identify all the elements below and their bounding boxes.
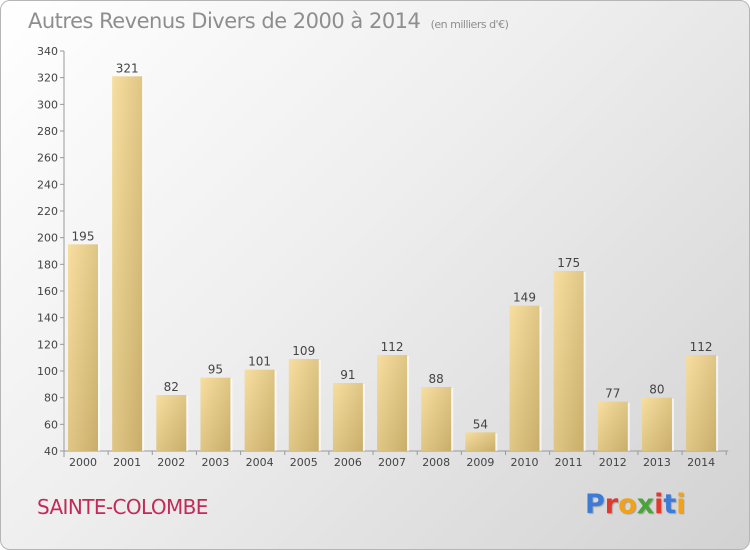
y-tick-label: 180 [37,258,58,271]
x-tick-label: 2011 [555,456,583,469]
chart-title-text: Autres Revenus Divers de 2000 à 2014 [28,9,421,33]
y-tick-label: 120 [37,338,58,351]
bar [112,76,143,451]
bar [377,355,408,451]
y-tick-label: 300 [37,98,58,111]
bar [288,359,319,451]
y-tick-label: 260 [37,152,58,165]
bar-value-label: 54 [473,417,488,431]
y-tick-label: 220 [37,205,58,218]
x-tick-label: 2001 [113,456,141,469]
y-tick-label: 40 [44,445,58,458]
x-tick-label: 2014 [687,456,715,469]
y-tick-label: 160 [37,285,58,298]
location-label: SAINTE-COLOMBE [37,495,208,519]
logo-letter: i [654,489,664,520]
logo-letter: P [585,489,605,520]
bar-value-label: 80 [649,383,664,397]
chart-subtitle: (en milliers d'€) [430,18,509,31]
bar-value-label: 149 [513,291,536,305]
x-tick-label: 2002 [157,456,185,469]
x-tick-label: 2012 [599,456,627,469]
bar [68,244,98,451]
bar-value-label: 101 [248,355,271,369]
y-tick-label: 200 [37,232,58,245]
x-tick-label: 2013 [643,456,671,469]
proxiti-logo: Proxiti [585,489,686,520]
bar-value-label: 321 [116,61,139,75]
x-tick-label: 2000 [69,456,97,469]
chart-title: Autres Revenus Divers de 2000 à 2014 (en… [28,9,509,33]
x-tick-label: 2009 [466,456,494,469]
bar [421,387,452,451]
x-tick-label: 2004 [246,456,274,469]
bar [597,401,628,451]
y-tick-label: 60 [44,418,58,431]
y-tick-label: 280 [37,125,58,138]
x-tick-label: 2008 [422,456,450,469]
bar [641,397,672,451]
bar-value-label: 82 [164,380,179,394]
bar-value-label: 109 [292,344,315,358]
x-tick-label: 2005 [290,456,318,469]
y-tick-label: 140 [37,312,58,325]
bar [156,395,187,451]
bar [200,377,231,451]
bar [332,383,363,451]
bar [509,305,540,451]
bar-value-label: 95 [208,363,223,377]
bar [465,432,496,451]
logo-letter: r [604,489,619,520]
logo-letter: t [663,489,677,520]
bar-value-label: 88 [429,372,444,386]
bar [244,369,275,451]
y-tick-label: 80 [44,392,58,405]
y-tick-label: 240 [37,178,58,191]
bar [553,271,584,451]
y-tick-label: 100 [37,365,58,378]
x-tick-label: 2006 [334,456,362,469]
bar-value-label: 91 [340,368,355,382]
logo-letter: o [618,489,637,520]
y-tick-label: 340 [37,45,58,58]
x-tick-label: 2010 [511,456,539,469]
logo-letter: i [676,489,686,520]
logo-letter: x [636,489,655,520]
bar-value-label: 195 [72,229,95,243]
bar-value-label: 112 [690,340,713,354]
bar [686,355,717,451]
x-tick-label: 2007 [378,456,406,469]
bar-value-label: 175 [557,256,580,270]
bar-value-label: 77 [605,387,620,401]
bar-value-label: 112 [381,340,404,354]
y-tick-label: 320 [37,72,58,85]
x-tick-label: 2003 [201,456,229,469]
